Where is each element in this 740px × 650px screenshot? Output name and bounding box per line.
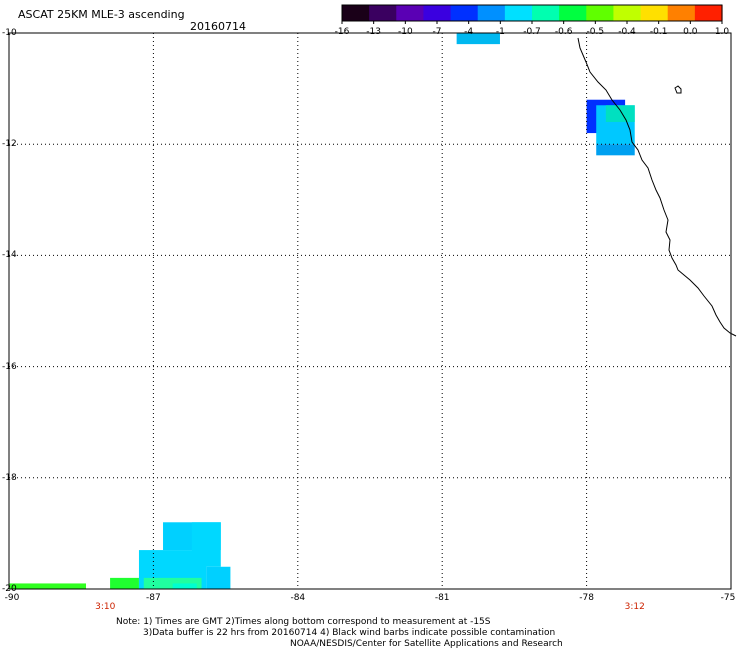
colorbar-tick-label: -1 bbox=[495, 27, 505, 37]
wind-cell bbox=[172, 583, 197, 589]
time-label: 3:10 bbox=[95, 602, 116, 612]
colorbar-segment bbox=[694, 5, 723, 21]
colorbar-segment bbox=[450, 5, 479, 21]
wind-cell bbox=[9, 583, 87, 589]
y-tick-label: -10 bbox=[2, 28, 17, 38]
y-tick-label: -18 bbox=[2, 472, 17, 483]
colorbar-segment bbox=[396, 5, 425, 21]
colorbar-segment bbox=[504, 5, 533, 21]
colorbar-tick-label: -0.1 bbox=[649, 27, 668, 37]
note-line-2: 3)Data buffer is 22 hrs from 20160714 4)… bbox=[143, 628, 556, 638]
colorbar-tick-label: -10 bbox=[397, 27, 413, 37]
colorbar-segment bbox=[586, 5, 615, 21]
time-label: 3:12 bbox=[624, 602, 645, 612]
colorbar-tick-label: -0.6 bbox=[554, 27, 573, 37]
colorbar bbox=[341, 4, 723, 24]
x-tick-label: -90 bbox=[4, 593, 20, 603]
wind-cell bbox=[191, 522, 221, 567]
wind-cell bbox=[605, 105, 635, 122]
colorbar-tick-label: -16 bbox=[334, 27, 350, 37]
x-tick-label: -78 bbox=[579, 593, 594, 603]
colorbar-tick-label: -4 bbox=[464, 27, 474, 37]
colorbar-tick-label: -0.4 bbox=[618, 27, 636, 37]
note-line-1: Note: 1) Times are GMT 2)Times along bot… bbox=[116, 617, 491, 627]
colorbar-segment bbox=[640, 5, 669, 21]
x-tick-label: -81 bbox=[434, 593, 450, 603]
colorbar-segment bbox=[369, 5, 397, 21]
island-path bbox=[674, 85, 682, 94]
colorbar-tick-label: -7 bbox=[432, 27, 442, 37]
chart-date: 20160714 bbox=[190, 20, 246, 33]
y-tick-label: -12 bbox=[2, 139, 17, 150]
colorbar-segment bbox=[613, 5, 642, 21]
y-tick-label: -14 bbox=[2, 250, 17, 261]
colorbar-tick-label: -0.7 bbox=[523, 27, 541, 37]
wind-cell bbox=[206, 566, 231, 589]
wind-cell bbox=[456, 33, 500, 45]
wind-cell bbox=[143, 577, 202, 589]
note-line-3: NOAA/NESDIS/Center for Satellite Applica… bbox=[290, 639, 563, 649]
wind-cell bbox=[110, 577, 139, 589]
colorbar-segment bbox=[532, 5, 560, 21]
colorbar-segment bbox=[423, 5, 452, 21]
data-cells bbox=[9, 33, 635, 589]
x-tick-label: -87 bbox=[146, 593, 161, 603]
colorbar-segment bbox=[559, 5, 587, 21]
x-tick-label: -75 bbox=[720, 593, 736, 603]
colorbar-segment bbox=[477, 5, 506, 21]
y-tick-label: -20 bbox=[2, 584, 17, 594]
colorbar-tick-label: 1.0 bbox=[714, 27, 730, 37]
colorbar-segment bbox=[667, 5, 696, 21]
colorbar-tick-label: -13 bbox=[366, 27, 382, 37]
colorbar-segment bbox=[342, 5, 370, 21]
coastline bbox=[577, 37, 737, 337]
y-tick-label: -16 bbox=[2, 361, 17, 372]
plot-frame bbox=[8, 32, 732, 590]
colorbar-tick-label: -0.5 bbox=[586, 27, 605, 37]
x-tick-label: -84 bbox=[290, 593, 306, 603]
coastline-path bbox=[577, 37, 737, 337]
wind-cell bbox=[596, 144, 635, 156]
colorbar-tick-label: 0.0 bbox=[683, 27, 698, 37]
chart-title: ASCAT 25KM MLE-3 ascending bbox=[18, 8, 185, 21]
